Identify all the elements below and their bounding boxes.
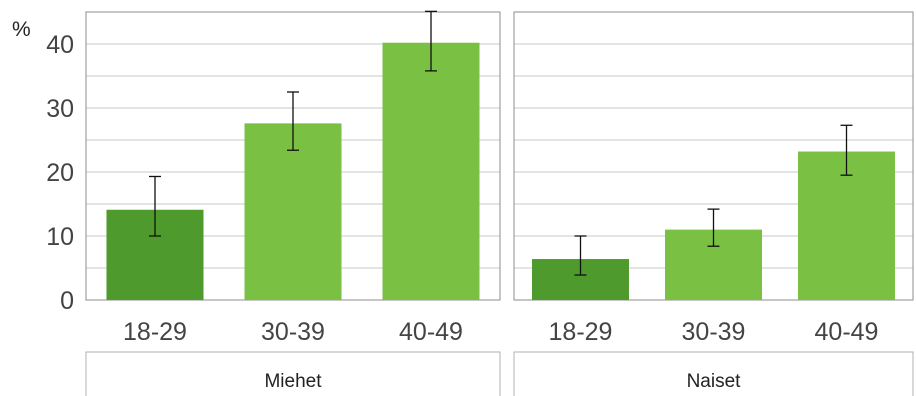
chart-panels: 18-29 30-39 40-49 Miehet 18-29 30-39 40-49 Nais… (85, 10, 914, 396)
category-label: 40-49 (815, 318, 879, 346)
y-tick-label: 30 (46, 95, 74, 123)
y-unit-label: % (12, 18, 31, 41)
bar (382, 42, 480, 300)
y-tick-label: 20 (46, 159, 74, 187)
category-label: 30-39 (682, 318, 746, 346)
y-tick-label: 10 (46, 223, 74, 251)
y-tick-label: 0 (60, 287, 74, 315)
category-label: 18-29 (123, 318, 187, 346)
panel-naiset: 18-29 30-39 40-49 Naiset (513, 11, 914, 396)
y-axis-ticks: 0 10 20 30 40 (46, 31, 74, 315)
group-label: Miehet (264, 371, 322, 392)
category-label: 30-39 (261, 318, 325, 346)
category-label: 18-29 (549, 318, 613, 346)
panel-miehet: 18-29 30-39 40-49 Miehet (85, 10, 501, 396)
group-label-box (85, 351, 501, 396)
group-label: Naiset (687, 371, 742, 392)
category-label: 40-49 (399, 318, 463, 346)
y-tick-label: 40 (46, 31, 74, 59)
bar (798, 151, 895, 300)
bar (244, 123, 342, 300)
group-label-box (513, 351, 914, 396)
